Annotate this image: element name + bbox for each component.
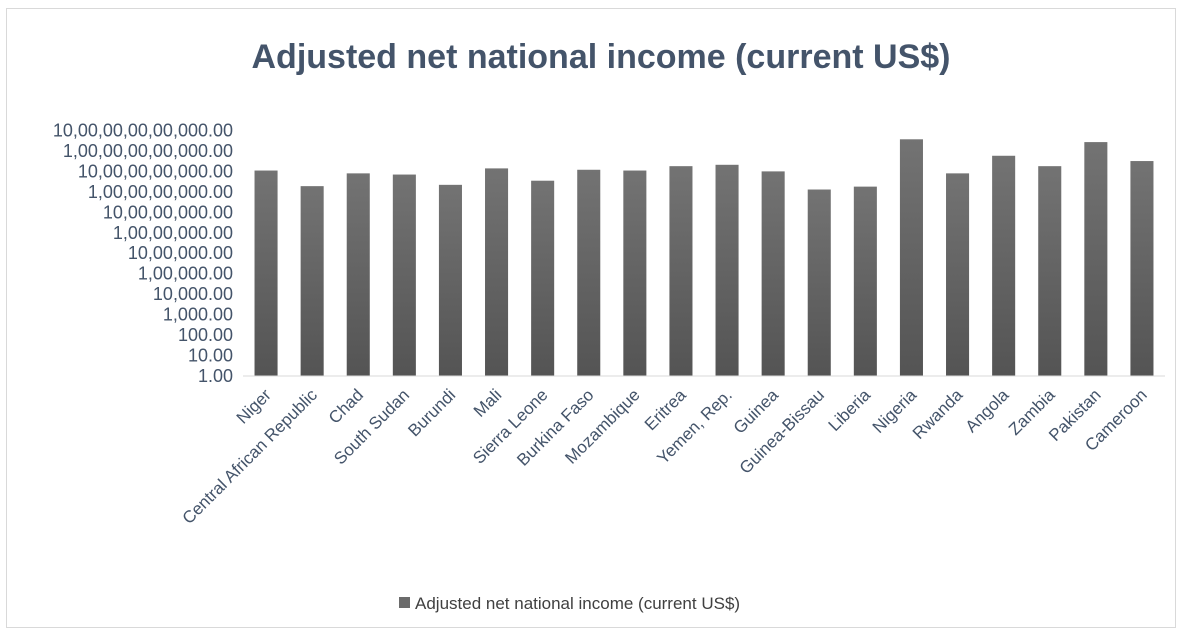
bar	[1130, 161, 1154, 376]
bar	[392, 174, 416, 376]
bar	[485, 168, 509, 376]
bar	[761, 171, 785, 376]
bar	[577, 169, 601, 376]
bar	[1038, 166, 1062, 376]
bar	[807, 189, 831, 376]
y-tick-label: 10,000.00	[153, 284, 233, 304]
x-tick-label: Liberia	[825, 385, 875, 435]
x-tick-label: Chad	[325, 385, 367, 427]
y-tick-label: 1,00,00,00,000.00	[88, 182, 233, 202]
bar	[946, 173, 970, 376]
x-tick-label: Mali	[470, 385, 505, 420]
bar	[853, 186, 877, 376]
y-tick-label: 10,00,00,00,00,000.00	[53, 120, 233, 140]
legend: Adjusted net national income (current US…	[399, 594, 740, 613]
legend-label: Adjusted net national income (current US…	[415, 594, 740, 613]
bar	[438, 184, 462, 376]
x-tick-label: Burundi	[404, 385, 459, 440]
y-tick-label: 10,00,000.00	[128, 243, 233, 263]
bar	[899, 139, 923, 376]
y-tick-label: 10.00	[188, 346, 233, 366]
y-tick-label: 1,00,000.00	[138, 264, 233, 284]
y-tick-label: 10,00,00,00,000.00	[78, 161, 233, 181]
legend-swatch	[399, 597, 410, 608]
x-tick-label: Niger	[233, 385, 275, 427]
y-tick-label: 1.00	[198, 366, 233, 386]
bar	[992, 155, 1016, 376]
x-tick-label: Guinea-Bissau	[736, 385, 828, 477]
y-axis-ticks: 1.0010.00100.001,000.0010,000.001,00,000…	[53, 120, 233, 386]
x-tick-label: Rwanda	[909, 385, 967, 443]
y-tick-label: 10,00,00,000.00	[103, 202, 233, 222]
bar	[346, 173, 370, 376]
bar	[623, 170, 647, 376]
y-tick-label: 1,00,00,00,00,000.00	[63, 141, 233, 161]
bar	[531, 180, 555, 376]
bar	[300, 186, 324, 376]
x-tick-label: Angola	[962, 385, 1013, 436]
bar	[715, 164, 739, 376]
bars	[254, 139, 1154, 376]
y-tick-label: 1,00,00,000.00	[113, 223, 233, 243]
bar	[669, 166, 693, 376]
y-tick-label: 1,000.00	[163, 305, 233, 325]
chart-title: Adjusted net national income (current US…	[252, 38, 951, 76]
bar	[1084, 142, 1108, 376]
bar	[254, 170, 278, 376]
y-tick-label: 100.00	[178, 325, 233, 345]
